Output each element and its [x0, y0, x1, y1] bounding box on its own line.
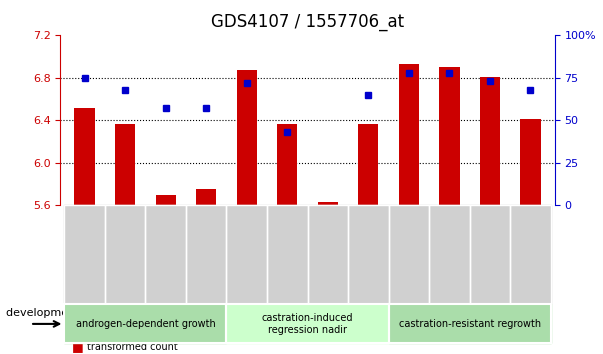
Bar: [196, 189, 216, 205]
Bar: [318, 202, 338, 205]
Bar: [236, 70, 257, 205]
Bar: [115, 124, 135, 205]
Bar: [439, 67, 459, 205]
Bar: [399, 64, 419, 205]
Bar: [277, 124, 297, 205]
Text: androgen-dependent growth: androgen-dependent growth: [75, 319, 215, 329]
Text: development stage: development stage: [6, 308, 114, 318]
Text: ■: ■: [72, 341, 84, 353]
Text: castration-resistant regrowth: castration-resistant regrowth: [399, 319, 541, 329]
Bar: [520, 119, 540, 205]
Text: castration-induced
regression nadir: castration-induced regression nadir: [262, 313, 353, 335]
Bar: [75, 108, 95, 205]
Text: transformed count: transformed count: [87, 342, 178, 353]
Bar: [156, 195, 176, 205]
Title: GDS4107 / 1557706_at: GDS4107 / 1557706_at: [211, 13, 404, 32]
Bar: [480, 77, 500, 205]
Bar: [358, 124, 379, 205]
